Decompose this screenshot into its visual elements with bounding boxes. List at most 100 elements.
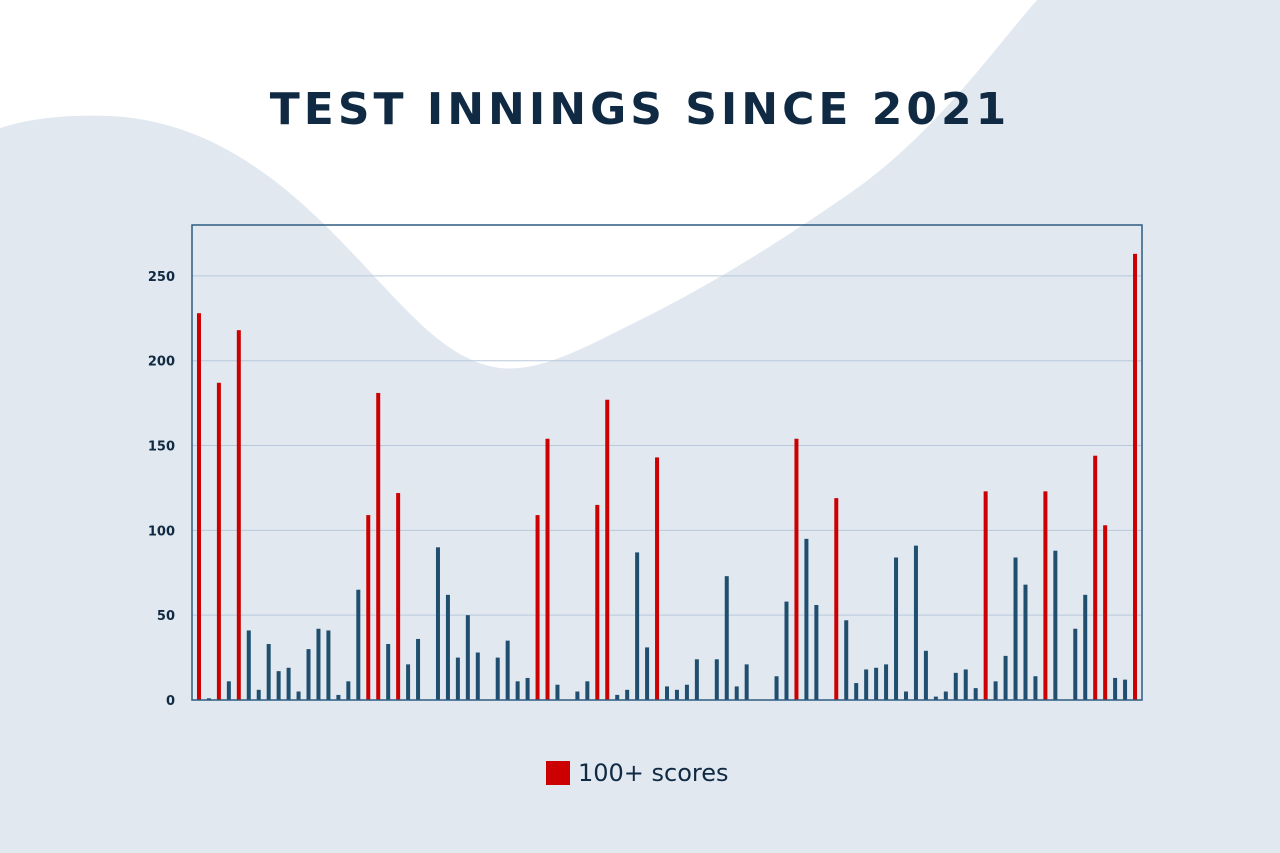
bar: [1083, 594, 1088, 700]
bar: [963, 669, 968, 700]
y-tick-label: 200: [148, 355, 175, 370]
bar: [665, 686, 669, 700]
bar: [1123, 679, 1128, 700]
legend-label: 100+ scores: [578, 759, 729, 787]
bar: [973, 688, 978, 701]
bar: [515, 681, 520, 700]
bar: [844, 620, 849, 700]
bar: [406, 664, 411, 701]
bar-century: [535, 515, 540, 700]
bar: [874, 667, 879, 700]
chart-title: TEST INNINGS SINCE 2021: [269, 84, 1011, 135]
bar: [386, 644, 391, 700]
bar: [645, 647, 650, 700]
bar-century: [216, 382, 221, 700]
plot-frame: [191, 224, 1143, 701]
bar: [1033, 676, 1038, 700]
bar: [286, 667, 291, 700]
y-tick-label: 150: [148, 440, 175, 455]
bar: [525, 677, 530, 700]
bar: [356, 589, 361, 700]
bar-century: [396, 493, 401, 700]
bar-century: [1103, 525, 1108, 700]
bar: [903, 691, 908, 700]
bar: [246, 630, 251, 700]
bar: [276, 671, 281, 700]
bar-century: [236, 330, 241, 700]
bar-century: [983, 491, 988, 700]
bar: [814, 605, 819, 700]
bar: [1003, 655, 1008, 700]
bar: [943, 691, 948, 700]
y-axis-ticks: 0 50 100 150 200 250: [148, 270, 175, 709]
bar: [306, 649, 311, 700]
bar: [475, 652, 480, 700]
bar: [326, 630, 331, 700]
bar: [445, 594, 450, 700]
bar-century: [366, 515, 371, 700]
bar-century: [655, 457, 660, 700]
bar: [625, 689, 630, 700]
bar: [884, 664, 889, 701]
legend-swatch: [546, 761, 570, 785]
bar: [226, 681, 231, 700]
bar-century: [834, 498, 839, 701]
bar-century: [1133, 253, 1138, 700]
bar: [455, 657, 460, 700]
bar: [694, 659, 699, 700]
bar: [505, 640, 510, 701]
bar: [744, 664, 749, 701]
bar-century: [196, 313, 201, 700]
bar: [784, 601, 789, 700]
bars: [196, 253, 1138, 701]
y-tick-label: 100: [148, 524, 175, 539]
bar: [615, 694, 620, 700]
bar: [854, 683, 859, 700]
bar-century: [794, 438, 799, 700]
bar: [435, 547, 440, 700]
bar: [495, 657, 500, 700]
bar: [555, 684, 560, 700]
bar: [1013, 557, 1018, 700]
bar: [923, 650, 928, 700]
bar-century: [545, 438, 550, 700]
bar: [724, 576, 729, 700]
bar: [864, 669, 869, 700]
bar: [993, 681, 998, 700]
bar: [894, 557, 899, 700]
bar: [804, 538, 809, 700]
bar-century: [605, 399, 610, 700]
bar: [1053, 550, 1058, 700]
bar: [316, 628, 321, 700]
bar: [913, 545, 918, 701]
bar: [346, 681, 351, 700]
bar: [674, 689, 679, 700]
bar-century: [595, 504, 600, 700]
y-tick-label: 0: [166, 694, 175, 709]
bar: [575, 691, 580, 700]
bar: [416, 638, 421, 700]
bar: [933, 696, 938, 700]
bar: [734, 686, 739, 700]
bar: [635, 552, 640, 700]
bar-century: [1043, 491, 1048, 700]
bar: [465, 615, 470, 700]
bar: [1113, 677, 1118, 700]
bar-century: [376, 392, 381, 700]
bar: [256, 689, 261, 700]
bar: [296, 691, 301, 700]
bar: [1023, 584, 1028, 700]
background-wave: [0, 0, 1037, 369]
bar: [953, 672, 958, 700]
bar: [774, 676, 779, 700]
bar: [266, 644, 271, 700]
bar-century: [1093, 455, 1098, 700]
bar: [336, 694, 341, 700]
y-tick-label: 50: [157, 609, 175, 624]
y-tick-label: 250: [148, 270, 175, 285]
bar: [1073, 628, 1078, 700]
legend: 100+ scores: [546, 758, 729, 788]
bar: [714, 659, 719, 700]
